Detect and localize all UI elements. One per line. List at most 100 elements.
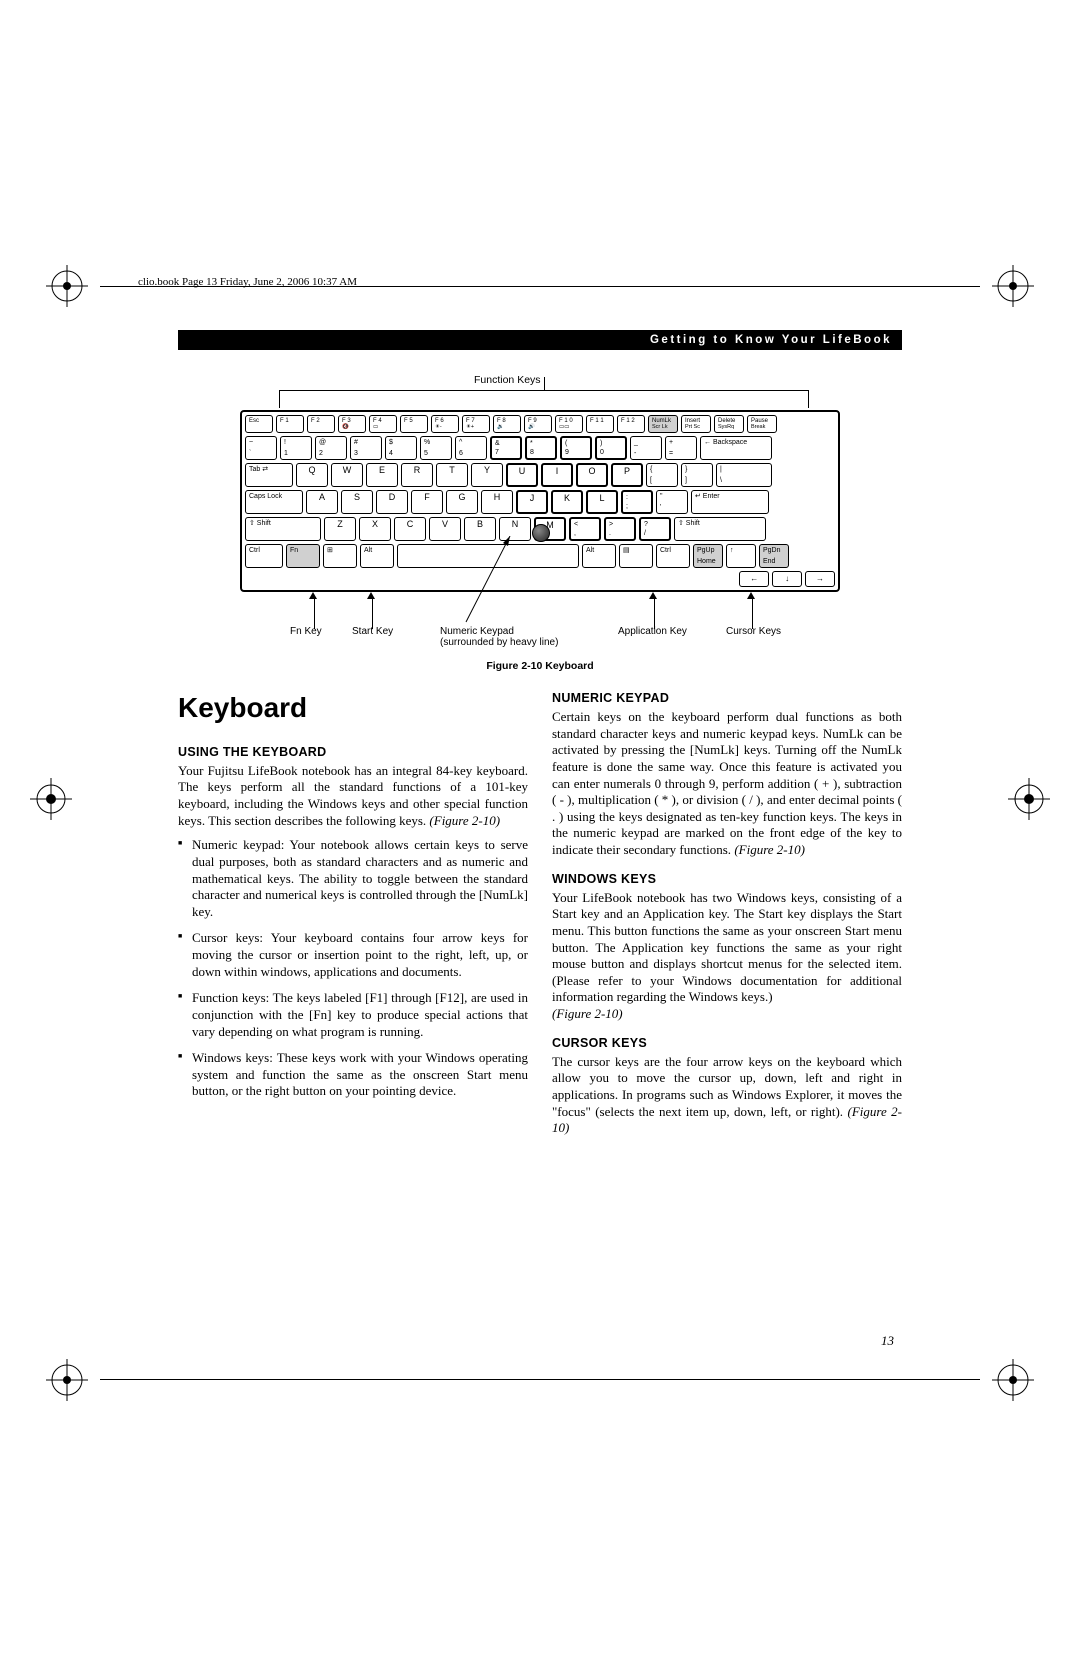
- keyboard-key: {[: [646, 463, 678, 487]
- keyboard-key: F 8🔉: [493, 415, 521, 433]
- keyboard-key: Esc: [245, 415, 273, 433]
- keyboard-key: ?/: [639, 517, 671, 541]
- page-title: Keyboard: [178, 690, 528, 726]
- keyboard-key: U: [506, 463, 538, 487]
- keyboard-diagram: EscF 1F 2F 3🔇F 4▭F 5F 6☀-F 7☀+F 8🔉F 9🔊F …: [240, 410, 840, 592]
- reg-mark-icon: [30, 778, 72, 820]
- keyboard-key: (9: [560, 436, 592, 460]
- keyboard-key: Caps Lock: [245, 490, 303, 514]
- keyboard-key: ⇧ Shift: [245, 517, 321, 541]
- reg-mark-icon: [46, 265, 88, 307]
- keyboard-key: #3: [350, 436, 382, 460]
- keyboard-key: Fn: [286, 544, 320, 568]
- function-keys-label: Function Keys: [274, 374, 541, 386]
- function-keys-bracket: [279, 390, 809, 408]
- keyboard-key: Alt: [582, 544, 616, 568]
- keyboard-key: PauseBreak: [747, 415, 777, 433]
- keyboard-key: $4: [385, 436, 417, 460]
- keyboard-figure: Function Keys EscF 1F 2F 3🔇F 4▭F 5F 6☀-F…: [178, 374, 902, 650]
- numeric-keypad-label: Numeric Keypad (surrounded by heavy line…: [440, 626, 558, 648]
- keyboard-key: R: [401, 463, 433, 487]
- page-content: Getting to Know Your LifeBook Function K…: [178, 330, 902, 1141]
- keyboard-key: F 4▭: [369, 415, 397, 433]
- keyboard-key: PgUpHome: [693, 544, 723, 568]
- keyboard-key: W: [331, 463, 363, 487]
- cursor-keys-para: The cursor keys are the four arrow keys …: [552, 1054, 902, 1137]
- keyboard-key: F 6☀-: [431, 415, 459, 433]
- keyboard-key: Q: [296, 463, 328, 487]
- keyboard-key: F 1 1: [586, 415, 614, 433]
- keyboard-key: F 5: [400, 415, 428, 433]
- keyboard-key: InsertPrt Sc: [681, 415, 711, 433]
- text-columns: Keyboard USING THE KEYBOARD Your Fujitsu…: [178, 690, 902, 1141]
- numeric-keypad-leader: [460, 536, 520, 626]
- keyboard-key: Ctrl: [245, 544, 283, 568]
- keyboard-key: F 2: [307, 415, 335, 433]
- feature-bullet: Windows keys: These keys work with your …: [178, 1050, 528, 1100]
- right-column: NUMERIC KEYPAD Certain keys on the keybo…: [552, 690, 902, 1141]
- reg-mark-icon: [992, 265, 1034, 307]
- feature-bullet: Cursor keys: Your keyboard contains four…: [178, 930, 528, 980]
- keyboard-key: _-: [630, 436, 662, 460]
- keyboard-key: %5: [420, 436, 452, 460]
- keyboard-key: Z: [324, 517, 356, 541]
- keyboard-key: *8: [525, 436, 557, 460]
- reg-mark-icon: [992, 1359, 1034, 1401]
- keyboard-key: H: [481, 490, 513, 514]
- keyboard-key: Tab ⇄: [245, 463, 293, 487]
- footer-rule: [100, 1379, 980, 1380]
- keyboard-key: ↓: [772, 571, 802, 587]
- reg-mark-icon: [46, 1359, 88, 1401]
- keyboard-key: DeleteSysRq: [714, 415, 744, 433]
- keyboard-key: &7: [490, 436, 522, 460]
- section-banner: Getting to Know Your LifeBook: [178, 330, 902, 350]
- keyboard-key: F 1 0▭▭: [555, 415, 583, 433]
- keyboard-key: L: [586, 490, 618, 514]
- keyboard-key: ^6: [455, 436, 487, 460]
- keyboard-key: F 1: [276, 415, 304, 433]
- keyboard-key: S: [341, 490, 373, 514]
- keyboard-key: |\: [716, 463, 772, 487]
- keyboard-key: F 9🔊: [524, 415, 552, 433]
- feature-bullet: Function keys: The keys labeled [F1] thr…: [178, 990, 528, 1040]
- numeric-keypad-para: Certain keys on the keyboard perform dua…: [552, 709, 902, 859]
- keyboard-key: D: [376, 490, 408, 514]
- keyboard-key: Y: [471, 463, 503, 487]
- keyboard-key: ↵ Enter: [691, 490, 769, 514]
- header-text: clio.book Page 13 Friday, June 2, 2006 1…: [138, 276, 357, 288]
- cursor-keys-heading: CURSOR KEYS: [552, 1035, 902, 1051]
- keyboard-key: →: [805, 571, 835, 587]
- fn-key-label: Fn Key: [290, 626, 322, 637]
- keyboard-key: ← Backspace: [700, 436, 772, 460]
- keyboard-key: PgDnEnd: [759, 544, 789, 568]
- keyboard-key: NumLkScr Lk: [648, 415, 678, 433]
- keyboard-key: >.: [604, 517, 636, 541]
- keyboard-key: V: [429, 517, 461, 541]
- keyboard-key: F 3🔇: [338, 415, 366, 433]
- keyboard-key: C: [394, 517, 426, 541]
- feature-bullet: Numeric keypad: Your notebook allows cer…: [178, 837, 528, 920]
- keyboard-key: )0: [595, 436, 627, 460]
- keyboard-key: !1: [280, 436, 312, 460]
- using-keyboard-para: Your Fujitsu LifeBook notebook has an in…: [178, 763, 528, 830]
- pointing-stick-icon: [532, 524, 550, 542]
- keyboard-key: J: [516, 490, 548, 514]
- keyboard-key: I: [541, 463, 573, 487]
- keyboard-key: Ctrl: [656, 544, 690, 568]
- keyboard-key: @2: [315, 436, 347, 460]
- reg-mark-icon: [1008, 778, 1050, 820]
- keyboard-key: ⇧ Shift: [674, 517, 766, 541]
- keyboard-key: ←: [739, 571, 769, 587]
- page-number: 13: [881, 1333, 894, 1349]
- cursor-keys-label: Cursor Keys: [726, 626, 781, 637]
- keyboard-key: :;: [621, 490, 653, 514]
- keyboard-key: F 1 2: [617, 415, 645, 433]
- start-key-label: Start Key: [352, 626, 393, 637]
- keyboard-key: F 7☀+: [462, 415, 490, 433]
- keyboard-key: X: [359, 517, 391, 541]
- keyboard-key: ⊞: [323, 544, 357, 568]
- keyboard-key: ~`: [245, 436, 277, 460]
- keyboard-callout-arrows: Fn Key Start Key Numeric Keypad (surroun…: [240, 592, 840, 650]
- windows-keys-heading: WINDOWS KEYS: [552, 871, 902, 887]
- keyboard-key: G: [446, 490, 478, 514]
